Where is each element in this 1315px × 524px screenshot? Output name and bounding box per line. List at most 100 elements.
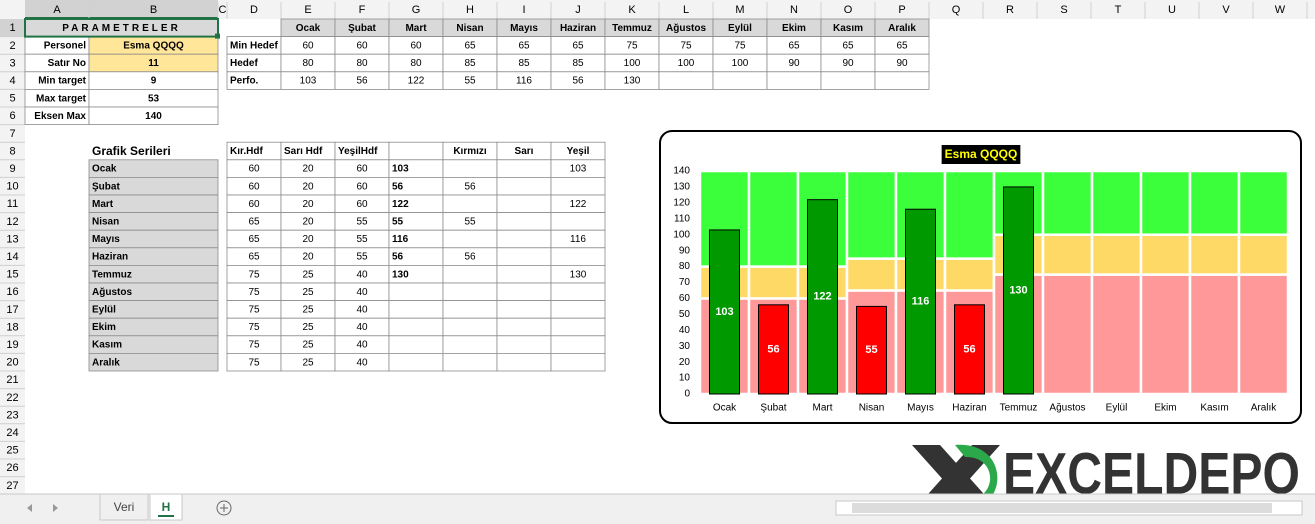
cell <box>658 71 714 90</box>
target-band <box>1090 233 1143 276</box>
param-value: 11 <box>148 58 159 69</box>
bar <box>807 199 838 395</box>
y-tick-label: 100 <box>673 229 690 240</box>
bar <box>905 208 936 395</box>
cell-text: 60 <box>356 181 368 192</box>
month-label: Şubat <box>92 181 120 192</box>
cell-text: 55 <box>392 217 404 228</box>
month-header: Ekim <box>782 23 806 34</box>
row-header: 2 <box>9 40 15 52</box>
target-band <box>1237 233 1290 276</box>
target-band <box>1139 169 1192 236</box>
column-header: L <box>683 4 689 16</box>
param-value: Esma QQQQ <box>123 41 184 52</box>
cell <box>496 264 552 284</box>
row-header: 16 <box>6 286 18 298</box>
cell-text: 80 <box>356 58 368 69</box>
row-header: 4 <box>9 75 15 87</box>
param-value: 53 <box>148 93 160 104</box>
x-tick-label: Aralık <box>1251 403 1278 414</box>
sheet-tab-label[interactable]: H <box>162 500 171 514</box>
cell-text: 65 <box>572 41 584 52</box>
cell <box>550 317 606 337</box>
column-header: R <box>1006 4 1014 16</box>
cell-text: 25 <box>302 340 314 351</box>
y-tick-label: 0 <box>684 389 690 400</box>
row-header: 15 <box>6 269 18 281</box>
cell <box>496 247 552 266</box>
cell-text: 75 <box>680 41 692 52</box>
column-header: H <box>466 4 474 16</box>
row-header: 23 <box>6 409 18 421</box>
month-label: Kasım <box>92 340 122 351</box>
column-header: B <box>150 4 157 16</box>
column-header: U <box>1168 4 1176 16</box>
nav-prev[interactable] <box>27 504 32 512</box>
cell-text: 40 <box>356 340 368 351</box>
fill-handle <box>215 33 220 39</box>
y-tick-label: 90 <box>679 245 691 256</box>
sheet-tab-label[interactable]: Veri <box>114 500 135 514</box>
row-header: 6 <box>9 110 15 122</box>
cell-text: 75 <box>248 305 260 316</box>
row-header: 3 <box>9 57 15 69</box>
column-header: F <box>359 4 366 16</box>
cell <box>766 71 822 90</box>
cell <box>550 282 606 302</box>
month-header: Mayıs <box>510 23 538 34</box>
sheet-tab[interactable] <box>99 493 149 521</box>
month-label: Aralık <box>92 357 120 368</box>
cell-text: 60 <box>410 41 422 52</box>
x-tick-label: Ocak <box>713 403 737 414</box>
cell-text: 65 <box>518 41 530 52</box>
h-scroll-thumb[interactable] <box>852 503 1272 513</box>
cell-text: 20 <box>302 181 314 192</box>
selected-col-header <box>25 0 218 19</box>
cell <box>874 71 930 90</box>
target-band <box>1188 233 1241 276</box>
cell <box>442 335 498 354</box>
chart-title: Esma QQQQ <box>945 147 1018 161</box>
x-tick-label: Haziran <box>952 403 986 414</box>
cell-text: 25 <box>302 305 314 316</box>
y-tick-label: 40 <box>679 325 691 336</box>
cell <box>550 300 606 319</box>
series-header: YeşilHdf <box>338 146 378 157</box>
row-label: Hedef <box>230 58 258 69</box>
cell <box>496 335 552 354</box>
row-header: 10 <box>6 181 18 193</box>
row-header: 27 <box>6 480 18 492</box>
param-label: Eksen Max <box>34 111 86 122</box>
x-tick-label: Temmuz <box>1000 403 1038 414</box>
column-header: V <box>1222 4 1230 16</box>
column-header: T <box>1115 4 1122 16</box>
add-sheet-plus[interactable] <box>220 504 228 512</box>
month-label: Ekim <box>92 322 116 333</box>
cell <box>496 282 552 302</box>
add-sheet[interactable] <box>216 500 232 516</box>
month-label: Haziran <box>92 252 128 263</box>
target-band <box>1090 273 1143 396</box>
cell <box>550 352 606 372</box>
data-label: 130 <box>1009 284 1027 296</box>
row-header: 14 <box>6 251 18 263</box>
cell-text: 65 <box>896 41 908 52</box>
y-tick-label: 30 <box>679 341 691 352</box>
y-tick-label: 50 <box>679 309 691 320</box>
cell-text: 65 <box>248 252 260 263</box>
cell-text: 40 <box>356 305 368 316</box>
param-value: 140 <box>145 111 162 122</box>
cell-text: 65 <box>464 41 476 52</box>
cell <box>550 176 606 196</box>
data-label: 56 <box>767 343 779 355</box>
cell <box>442 352 498 372</box>
month-header: Mart <box>405 23 427 34</box>
month-label: Mayıs <box>92 234 120 245</box>
cell-text: 85 <box>464 58 476 69</box>
cell-text: 100 <box>678 58 695 69</box>
x-tick-label: Ağustos <box>1049 403 1085 414</box>
y-tick-label: 140 <box>673 166 690 177</box>
bar <box>954 304 985 395</box>
nav-next[interactable] <box>53 504 58 512</box>
y-tick-label: 60 <box>679 293 691 304</box>
